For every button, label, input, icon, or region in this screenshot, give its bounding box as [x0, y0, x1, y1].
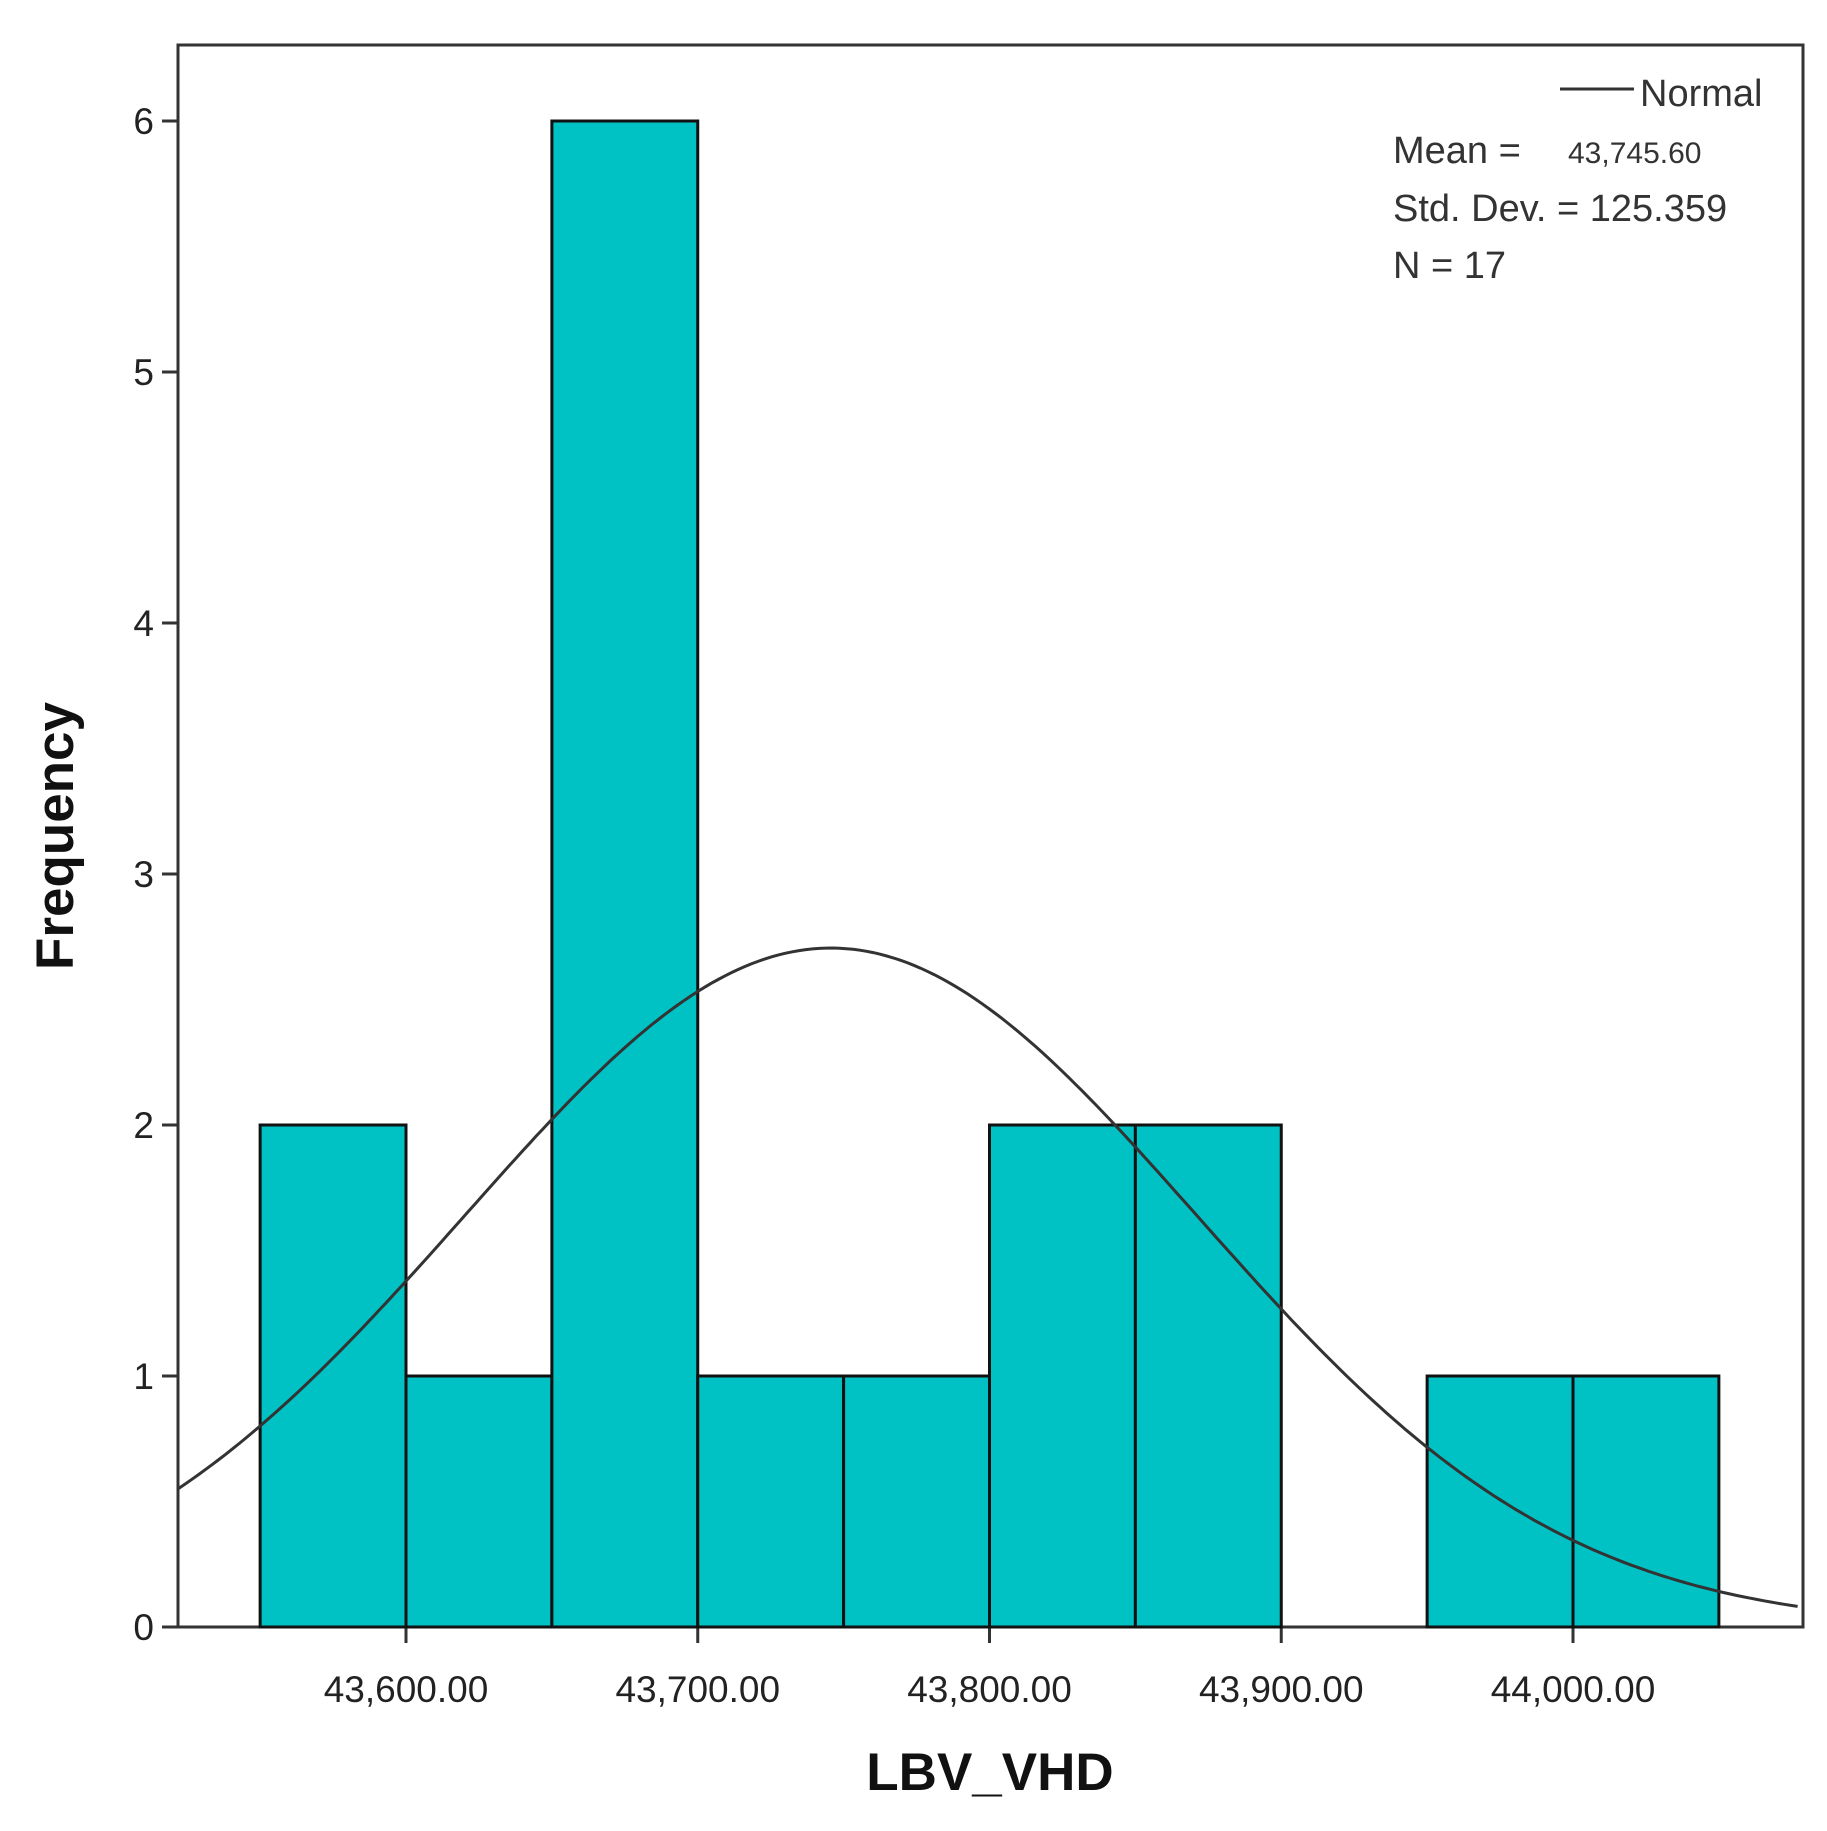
- stat-std-dev: Std. Dev. = 125.359: [1393, 188, 1727, 230]
- y-tick-label: 6: [133, 101, 154, 142]
- histogram-bar: [1133, 1123, 1283, 1629]
- histogram-bar: [842, 1374, 991, 1629]
- legend: Normal: [1560, 73, 1762, 115]
- stat-n: N = 17: [1393, 245, 1506, 287]
- x-tick-label: 43,900.00: [1199, 1669, 1364, 1710]
- histogram-bar: [1571, 1374, 1721, 1629]
- x-axis-title: LBV_VHD: [866, 1743, 1113, 1802]
- x-tick-label: 44,000.00: [1491, 1669, 1656, 1710]
- histogram-bars: [258, 119, 1721, 1629]
- legend-label: Normal: [1640, 73, 1762, 115]
- histogram-bar: [258, 1123, 408, 1629]
- x-axis: 43,600.00 43,700.00 43,800.00 43,900.00 44,0…: [324, 1627, 1656, 1710]
- y-axis-title: Frequency: [26, 701, 85, 970]
- y-tick-label: 5: [133, 352, 154, 393]
- x-tick-label: 43,800.00: [907, 1669, 1072, 1710]
- x-tick-label: 43,600.00: [324, 1669, 489, 1710]
- x-tick-label: 43,700.00: [615, 1669, 780, 1710]
- y-tick-label: 0: [133, 1607, 154, 1648]
- stats-box: Mean = 43,745.60 Std. Dev. = 125.359 N =…: [1393, 130, 1727, 287]
- histogram-bar: [404, 1374, 554, 1629]
- histogram-bar: [550, 119, 700, 1629]
- y-axis: 0 1 2 3 4 5 6: [133, 101, 178, 1648]
- y-tick-label: 1: [133, 1356, 154, 1397]
- y-tick-label: 2: [133, 1105, 154, 1146]
- stat-mean-value: 43,745.60: [1568, 137, 1701, 170]
- histogram-bar: [696, 1374, 846, 1629]
- histogram-bar: [988, 1123, 1137, 1629]
- stat-mean-label: Mean =: [1393, 130, 1521, 172]
- y-tick-label: 4: [133, 603, 154, 644]
- normal-curve: [177, 946, 1798, 1608]
- y-tick-label: 3: [133, 854, 154, 895]
